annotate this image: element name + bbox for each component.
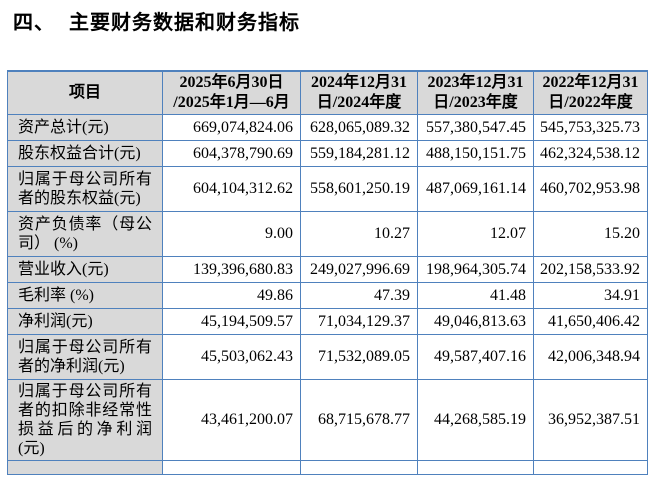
- value-cell: 198,964,305.74: [417, 256, 534, 283]
- value-cell: 71,532,089.05: [300, 334, 418, 380]
- row-label: 资产总计(元): [7, 114, 163, 141]
- value-cell: 68,715,678.77: [300, 379, 418, 461]
- value-cell: 558,601,250.19: [300, 166, 418, 212]
- value-cell: 488,150,151.75: [417, 140, 534, 167]
- partial-row-cell: [162, 460, 301, 475]
- table-row-gross-margin: 毛利率 (%) 49.86 47.39 41.48 34.91: [7, 282, 648, 309]
- section-title-text: 主要财务数据和财务指标: [69, 12, 300, 34]
- row-label: 归属于母公司所有者的扣除非经常性损益后的净利润(元): [7, 379, 163, 461]
- value-cell: 49.86: [162, 282, 301, 309]
- value-cell: 604,104,312.62: [162, 166, 301, 212]
- header-row: 项目 2025年6月30日 /2025年1月—6月 2024年12月31 日/2…: [7, 70, 648, 115]
- value-cell: 42,006,348.94: [533, 334, 648, 380]
- value-cell: 487,069,161.14: [417, 166, 534, 212]
- value-cell: 45,194,509.57: [162, 308, 301, 335]
- value-cell: 202,158,533.92: [533, 256, 648, 283]
- section-title: 四、 主要财务数据和财务指标: [13, 6, 300, 35]
- value-cell: 9.00: [162, 211, 301, 257]
- table-row-parent-net-profit: 归属于母公司所有者的净利润(元) 45,503,062.43 71,532,08…: [7, 334, 648, 380]
- table-row-parent-equity: 归属于母公司所有者的股东权益(元) 604,104,312.62 558,601…: [7, 166, 648, 212]
- value-cell: 12.07: [417, 211, 534, 257]
- value-cell: 15.20: [533, 211, 648, 257]
- value-cell: 545,753,325.73: [533, 114, 648, 141]
- value-cell: 460,702,953.98: [533, 166, 648, 212]
- value-cell: 45,503,062.43: [162, 334, 301, 380]
- row-label: 归属于母公司所有者的股东权益(元): [7, 166, 163, 212]
- row-label: 归属于母公司所有者的净利润(元): [7, 334, 163, 380]
- financial-table: 项目 2025年6月30日 /2025年1月—6月 2024年12月31 日/2…: [7, 70, 648, 475]
- row-label: 营业收入(元): [7, 256, 163, 283]
- partial-row-cell: [417, 460, 534, 475]
- partial-row-label-cell: [7, 460, 163, 475]
- col-header-period-2023: 2023年12月31 日/2023年度: [417, 70, 534, 115]
- table-row-total-assets: 资产总计(元) 669,074,824.06 628,065,089.32 55…: [7, 114, 648, 141]
- value-cell: 49,046,813.63: [417, 308, 534, 335]
- value-cell: 41.48: [417, 282, 534, 309]
- partial-next-row: [7, 460, 648, 475]
- col-header-period-2025: 2025年6月30日 /2025年1月—6月: [162, 70, 301, 115]
- row-label: 毛利率 (%): [7, 282, 163, 309]
- value-cell: 10.27: [300, 211, 418, 257]
- value-cell: 49,587,407.16: [417, 334, 534, 380]
- value-cell: 669,074,824.06: [162, 114, 301, 141]
- value-cell: 43,461,200.07: [162, 379, 301, 461]
- section-number: 四、: [13, 12, 55, 34]
- table-row-net-profit: 净利润(元) 45,194,509.57 71,034,129.37 49,04…: [7, 308, 648, 335]
- value-cell: 557,380,547.45: [417, 114, 534, 141]
- value-cell: 559,184,281.12: [300, 140, 418, 167]
- value-cell: 41,650,406.42: [533, 308, 648, 335]
- row-label: 资产负债率（母公司） (%): [7, 211, 163, 257]
- value-cell: 604,378,790.69: [162, 140, 301, 167]
- table-row-revenue: 营业收入(元) 139,396,680.83 249,027,996.69 19…: [7, 256, 648, 283]
- row-label: 净利润(元): [7, 308, 163, 335]
- col-header-period-2022: 2022年12月31 日/2022年度: [533, 70, 648, 115]
- col-header-item: 项目: [7, 70, 163, 115]
- value-cell: 44,268,585.19: [417, 379, 534, 461]
- value-cell: 462,324,538.12: [533, 140, 648, 167]
- table-row-total-equity: 股东权益合计(元) 604,378,790.69 559,184,281.12 …: [7, 140, 648, 167]
- value-cell: 71,034,129.37: [300, 308, 418, 335]
- partial-row-cell: [533, 460, 648, 475]
- value-cell: 628,065,089.32: [300, 114, 418, 141]
- value-cell: 249,027,996.69: [300, 256, 418, 283]
- value-cell: 34.91: [533, 282, 648, 309]
- table-row-parent-net-profit-excl-nonrecurring: 归属于母公司所有者的扣除非经常性损益后的净利润(元) 43,461,200.07…: [7, 379, 648, 461]
- value-cell: 139,396,680.83: [162, 256, 301, 283]
- table-row-debt-ratio: 资产负债率（母公司） (%) 9.00 10.27 12.07 15.20: [7, 211, 648, 257]
- row-label: 股东权益合计(元): [7, 140, 163, 167]
- col-header-period-2024: 2024年12月31 日/2024年度: [300, 70, 418, 115]
- value-cell: 36,952,387.51: [533, 379, 648, 461]
- partial-row-cell: [300, 460, 418, 475]
- value-cell: 47.39: [300, 282, 418, 309]
